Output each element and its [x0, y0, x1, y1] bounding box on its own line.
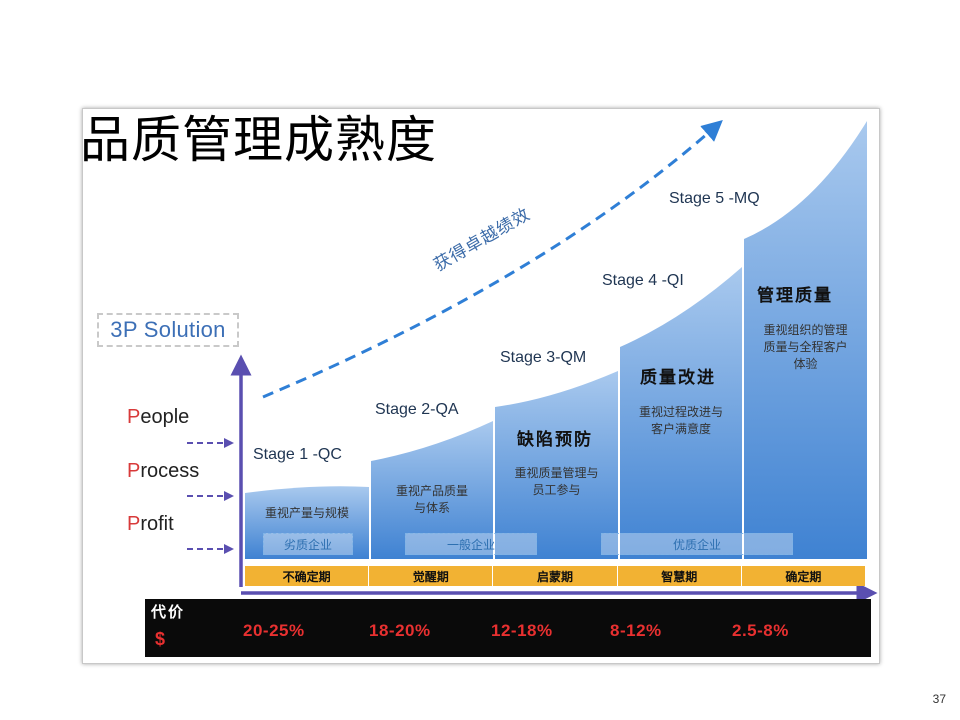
cost-title: 代价 [151, 603, 186, 621]
growth-dashed-arrow [262, 120, 723, 399]
diagram-graphics [187, 120, 878, 652]
people-initial: P [127, 406, 141, 428]
page-number: 37 [932, 692, 946, 706]
cost-value-1: 20-25% [243, 621, 305, 640]
profit-rest: rofit [140, 513, 174, 535]
process-initial: P [127, 460, 141, 482]
cost-value-2: 18-20% [369, 621, 431, 640]
phase-awakening: 觉醒期 [369, 566, 494, 586]
people-label: People [127, 406, 189, 429]
cost-dollar-sign: $ [155, 629, 166, 649]
stage-2-label: Stage 2-QA [375, 401, 459, 418]
stage-3-column [495, 371, 618, 559]
stage-4-heading: 质量改进 [640, 368, 716, 388]
stage-2-column [371, 421, 493, 559]
stage-1-label: Stage 1 -QC [253, 446, 342, 463]
cost-value-4: 8-12% [610, 621, 662, 640]
quality-maturity-diagram: 3P Solution People Process Profit 获得卓越绩效… [82, 108, 880, 664]
stage-1-desc: 重视产量与规模 [264, 506, 349, 520]
people-rest: eople [140, 406, 190, 428]
phase-wisdom: 智慧期 [618, 566, 742, 586]
stage-3-label: Stage 3-QM [500, 349, 587, 366]
cost-value-5: 2.5-8% [732, 621, 789, 640]
profit-initial: P [127, 513, 141, 535]
stage-4-column [620, 267, 742, 559]
stage-5-heading: 管理质量 [757, 286, 833, 306]
cost-value-3: 12-18% [491, 621, 553, 640]
stage-3-heading: 缺陷预防 [517, 430, 593, 450]
phase-enlightenment: 启蒙期 [493, 566, 618, 586]
phase-uncertainty: 不确定期 [245, 566, 370, 586]
band-average: 一般企业 [405, 533, 537, 555]
profit-label: Profit [127, 513, 174, 536]
stage-4-desc: 重视过程改进与 客户满意度 [638, 405, 723, 436]
page-title: 品质管理成熟度 [80, 111, 437, 169]
phase-bar: 不确定期 觉醒期 启蒙期 智慧期 确定期 [245, 566, 865, 586]
band-superior: 优质企业 [601, 533, 793, 555]
3p-solution-label: 3P Solution [97, 313, 239, 347]
stage-5-label: Stage 5 -MQ [669, 190, 760, 207]
process-rest: rocess [140, 460, 200, 482]
stage-5-desc: 重视组织的管理 质量与全程客户 体验 [763, 323, 848, 371]
stage-1-column [245, 486, 369, 559]
phase-certainty: 确定期 [785, 569, 822, 584]
stage-2-desc: 重视产品质量 与体系 [395, 484, 468, 515]
stage-4-label: Stage 4 -QI [602, 272, 684, 289]
process-label: Process [127, 460, 199, 483]
stage-5-column [744, 121, 867, 559]
cost-panel: 代价 $ 20-25% 18-20% 12-18% 8-12% 2.5-8% [145, 599, 871, 657]
stage-3-desc: 重视质量管理与 员工参与 [514, 466, 599, 497]
band-inferior: 劣质企业 [263, 533, 353, 555]
